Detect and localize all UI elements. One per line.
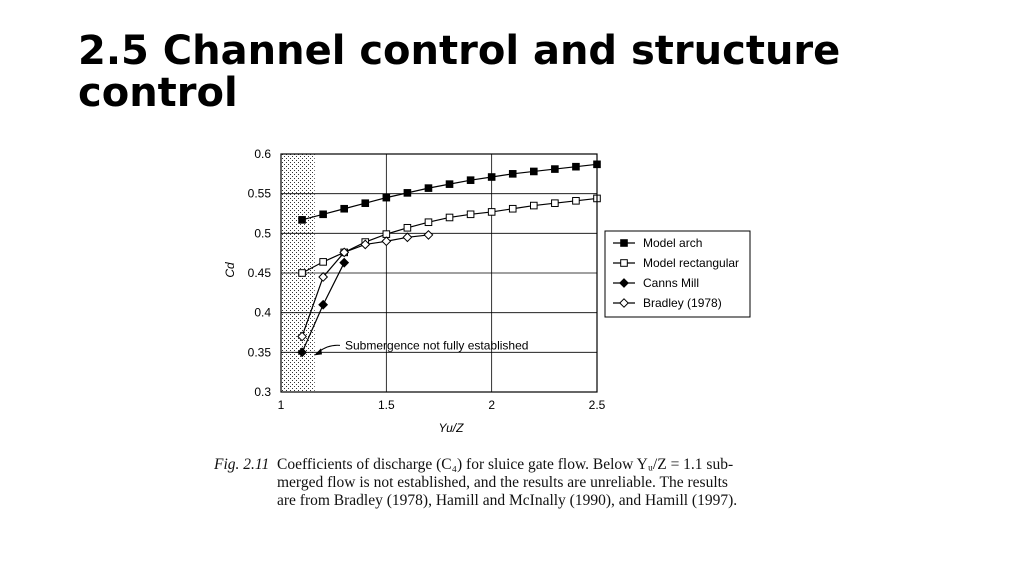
data-point — [619, 298, 629, 308]
legend: Model arch Model rectangular Canns Mill Bra… — [604, 230, 751, 318]
data-point — [445, 213, 454, 222]
data-point — [319, 210, 327, 219]
x-tick-label: 2 — [488, 398, 495, 412]
y-tick-label: 0.3 — [254, 385, 271, 399]
data-point — [445, 180, 454, 188]
data-point — [530, 167, 538, 176]
y-tick-label: 0.5 — [254, 226, 271, 240]
data-point — [403, 223, 412, 232]
data-point — [339, 247, 350, 258]
series-canns-mill — [297, 257, 350, 358]
y-tick-label: 0.6 — [254, 147, 271, 161]
slide-title: 2.5 Channel control and structure contro… — [78, 28, 841, 116]
data-point — [619, 278, 629, 288]
legend-label: Canns Mill — [643, 276, 699, 290]
data-point — [508, 204, 517, 213]
y-tick-label: 0.35 — [248, 345, 272, 359]
y-tick-label: 0.4 — [254, 306, 271, 320]
series-layer — [297, 160, 601, 358]
data-point — [423, 230, 434, 240]
x-tick-label: 1 — [278, 398, 285, 412]
data-point — [382, 193, 391, 202]
y-tick-label: 0.55 — [248, 187, 272, 201]
data-point — [403, 189, 412, 197]
legend-label: Model arch — [643, 236, 702, 250]
caption-line-1: Coefficients of discharge (C₄) for sluic… — [277, 456, 734, 473]
legend-label: Model rectangular — [643, 256, 739, 270]
data-point — [298, 269, 306, 277]
y-tick-label: 0.45 — [248, 266, 272, 280]
caption-text: Coefficients of discharge (C₄) for sluic… — [277, 456, 777, 510]
annotation: Submergence not fully established — [314, 338, 528, 356]
y-axis-label: Cd — [223, 262, 237, 278]
data-point — [402, 232, 413, 243]
data-point — [381, 236, 392, 247]
data-point — [530, 201, 538, 210]
data-point — [360, 239, 371, 250]
data-point — [297, 347, 307, 358]
data-point — [339, 257, 350, 268]
data-point — [572, 197, 580, 205]
data-point — [298, 216, 306, 224]
data-point — [318, 299, 329, 310]
data-point — [487, 208, 496, 216]
x-tick-label: 1.5 — [378, 398, 395, 412]
annotation-arrowhead — [314, 348, 322, 356]
series-line — [301, 234, 429, 337]
data-point — [361, 199, 370, 207]
x-axis-label: Yu/Z — [439, 421, 465, 435]
axes-labels: 0.3 0.35 0.4 0.45 0.5 0.55 0.6 1 1.5 2 2.5 Yu/Z Cd — [223, 147, 606, 435]
data-point — [508, 170, 517, 178]
plot-frame — [280, 153, 598, 393]
data-point — [466, 176, 475, 184]
data-point — [319, 258, 327, 266]
data-point — [466, 210, 475, 219]
caption-line-3: are from Bradley (1978), Hamill and McIn… — [277, 492, 738, 509]
caption-line-2: merged flow is not established, and the … — [277, 474, 728, 491]
caption-label: Fig. 2.11 — [214, 456, 270, 473]
data-point — [318, 272, 329, 282]
data-point — [620, 239, 628, 247]
grid — [280, 153, 598, 393]
data-point — [424, 184, 433, 192]
series-bradley-1978 — [297, 230, 434, 342]
annotation-text: Submergence not fully established — [345, 338, 528, 352]
data-point — [551, 165, 559, 173]
series-model-arch — [298, 160, 601, 224]
data-point — [340, 204, 348, 213]
data-point — [487, 173, 496, 181]
x-tick-label: 2.5 — [589, 398, 606, 412]
legend-label: Bradley (1978) — [643, 296, 722, 310]
data-point — [424, 218, 433, 227]
data-point — [297, 331, 307, 342]
chart: 0.3 0.35 0.4 0.45 0.5 0.55 0.6 1 1.5 2 2.5 Yu/Z Cd S… — [223, 147, 751, 435]
data-point — [572, 162, 580, 171]
data-point — [620, 259, 628, 267]
data-point — [551, 199, 559, 207]
